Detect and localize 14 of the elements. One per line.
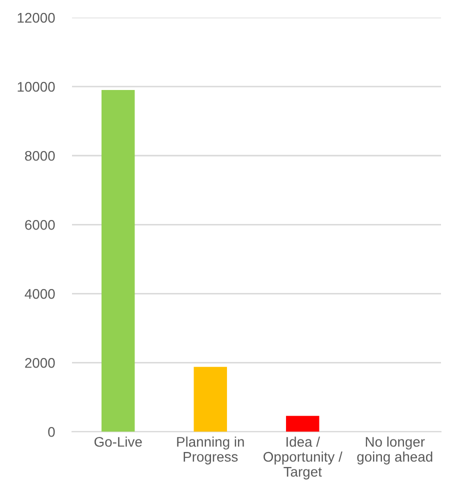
y-tick-label: 10000 xyxy=(18,82,55,92)
bar xyxy=(194,366,227,432)
bar xyxy=(286,416,320,432)
y-tick-label: 0 xyxy=(48,427,55,437)
y-tick-label: 2000 xyxy=(25,358,55,368)
x-tick-label: No longer going ahead xyxy=(357,436,432,464)
y-tick-label: 4000 xyxy=(24,289,55,299)
y-tick-label: 12000 xyxy=(18,12,55,23)
x-tick-label: Go-Live xyxy=(94,436,142,447)
y-tick-label: 8000 xyxy=(25,150,55,161)
y-tick-label: 6000 xyxy=(25,220,55,230)
x-tick-label: Idea / Opportunity / Target xyxy=(264,436,342,480)
x-tick-label: Planning in Progress xyxy=(177,436,244,464)
bar xyxy=(102,90,135,432)
